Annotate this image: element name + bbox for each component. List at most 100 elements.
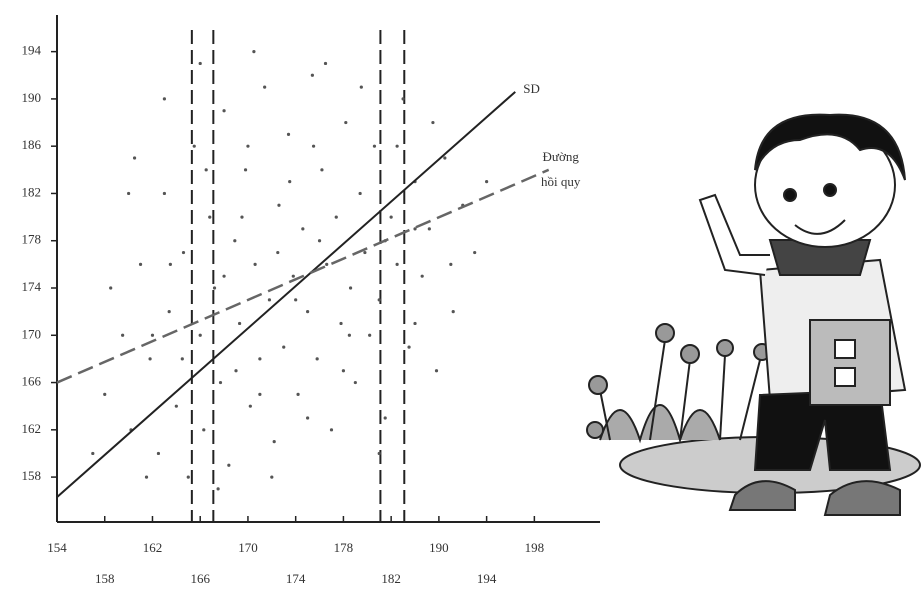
scatter-point (127, 191, 131, 196)
scatter-point (348, 286, 353, 290)
scatter-point (150, 333, 155, 337)
scatter-point (267, 298, 272, 302)
scatter-point (306, 416, 310, 420)
scatter-point (248, 404, 252, 408)
y-tick-label: 182 (22, 184, 42, 199)
scatter-point (353, 380, 357, 385)
scatter-point (431, 120, 435, 125)
scatter-point (383, 416, 387, 420)
flowers (586, 323, 771, 444)
scatter-point (202, 428, 206, 432)
scatter-point (323, 61, 328, 66)
sd-label: SD (523, 81, 540, 96)
scatter-point (258, 392, 262, 396)
scatter-point (359, 85, 363, 89)
shoe (728, 480, 796, 511)
scatter-point (162, 191, 167, 196)
scatter-point (395, 262, 399, 266)
y-tick-label: 162 (22, 421, 42, 436)
scatter-point (276, 250, 280, 255)
scatter-point (347, 333, 351, 337)
plot: 158 162 166 170 174 178 182 186 190 194 154 158 162 1… (22, 15, 600, 586)
scatter-point (389, 215, 393, 219)
y-tick-label: 174 (22, 279, 42, 294)
scatter-point (434, 369, 439, 373)
scatter-point (317, 239, 322, 243)
scatter-point (222, 274, 226, 278)
regression-label: hồi quy (541, 174, 581, 189)
scatter-point (121, 333, 125, 337)
scatter-point (91, 451, 95, 456)
scatter-point (198, 333, 202, 337)
scatter-point (339, 321, 343, 326)
scatter-point (413, 321, 417, 326)
x-tick-label: 178 (334, 540, 354, 555)
x-tick-label: 194 (477, 571, 497, 586)
scatter-point (103, 392, 107, 396)
scatter-point (368, 333, 372, 337)
scatter-point (270, 475, 274, 479)
scatter-point (329, 428, 334, 432)
scatter-point (168, 262, 172, 266)
scatter-point (167, 310, 171, 314)
scatter-point (218, 380, 223, 385)
scatter-point (377, 451, 381, 456)
scatter-point (341, 369, 346, 373)
scatter-point (420, 274, 424, 278)
x-tick-label: 166 (190, 571, 210, 586)
y-tick-label: 178 (22, 232, 42, 247)
scatter-point (294, 298, 298, 302)
y-tick-label: 166 (22, 374, 42, 389)
scatter-point (253, 262, 257, 266)
scatter-point (288, 180, 292, 184)
x-tick-label: 174 (286, 571, 306, 586)
scatter-point (427, 227, 431, 231)
arm (698, 193, 770, 276)
y-tick-label: 158 (22, 468, 42, 483)
x-tick-label: 182 (381, 571, 401, 586)
scatter-point (277, 203, 281, 207)
scatter-point (286, 132, 291, 136)
scatter-point (413, 227, 417, 231)
scatter-point (449, 262, 453, 266)
scatter-point (174, 404, 178, 408)
scatter-point (407, 345, 411, 349)
scatter-point (258, 357, 262, 361)
scatter-point (372, 144, 377, 148)
scatter-point (162, 97, 167, 101)
scatter-point (144, 475, 149, 479)
y-tick-label: 170 (22, 326, 42, 341)
scatter-point (240, 215, 244, 219)
regression-line (56, 168, 550, 384)
scatter-point (252, 50, 256, 54)
scatter-point (138, 262, 143, 266)
x-tick-label: 198 (525, 540, 545, 555)
scatter-point (443, 156, 447, 160)
scatter-point (320, 168, 324, 172)
scatter-point (181, 250, 186, 255)
scatter-point (156, 451, 161, 456)
scatter-point (246, 144, 250, 148)
scatter-point (212, 286, 217, 290)
y-tick-label: 190 (22, 90, 42, 105)
scatter-point (109, 286, 113, 290)
scatter-point (272, 440, 276, 444)
scatter-point (198, 61, 202, 66)
scatter-point (311, 144, 316, 148)
scatter-point (344, 120, 348, 125)
x-tick-label: 170 (238, 540, 258, 555)
scatter-point (395, 144, 399, 148)
x-tick-label: 190 (429, 540, 449, 555)
scatter-point (451, 310, 455, 314)
scatter-point (216, 487, 220, 491)
scatter-point (132, 156, 137, 160)
scatter-point (363, 250, 367, 255)
scatter-point (243, 168, 248, 172)
scatter-point (310, 73, 314, 77)
x-tick-label: 158 (95, 571, 115, 586)
scatter-point (208, 215, 212, 219)
scatter-point (227, 463, 231, 467)
y-tick-label: 194 (22, 43, 42, 58)
scatter-point (186, 475, 190, 479)
